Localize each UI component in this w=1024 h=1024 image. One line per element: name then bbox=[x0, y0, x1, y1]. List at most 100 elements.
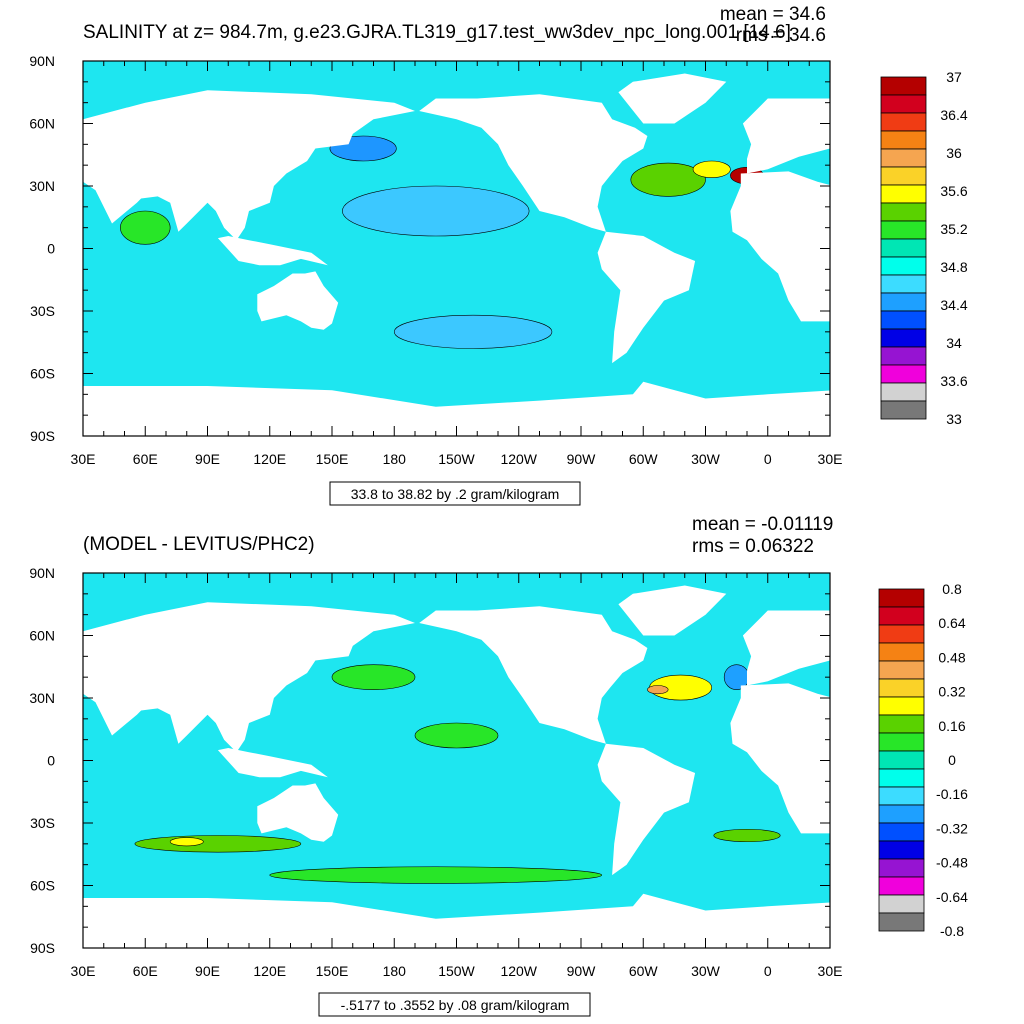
field-patch bbox=[120, 210, 171, 245]
x-tick-label: 150E bbox=[316, 963, 349, 979]
x-tick-label: 150E bbox=[316, 451, 349, 467]
rms-label: rms = 0.06322 bbox=[692, 536, 814, 557]
colorbar-label: 0.32 bbox=[938, 684, 965, 700]
colorbar-swatch bbox=[878, 714, 925, 734]
colorbar-swatch bbox=[878, 894, 925, 914]
colorbar-swatch bbox=[880, 328, 927, 348]
colorbar-swatch bbox=[880, 220, 927, 240]
colorbar-label: 0.8 bbox=[942, 581, 962, 597]
contour-info-box bbox=[318, 992, 591, 1017]
colorbar-swatch bbox=[878, 858, 925, 878]
chart-title: (MODEL - LEVITUS/PHC2) bbox=[83, 534, 315, 555]
colorbar bbox=[878, 588, 925, 932]
x-tick-label: 120W bbox=[500, 963, 537, 979]
colorbar-swatch bbox=[880, 238, 927, 258]
field-patch bbox=[692, 160, 731, 178]
colorbar-swatch bbox=[880, 274, 927, 294]
colorbar-swatch bbox=[878, 840, 925, 860]
land-polygon bbox=[618, 73, 727, 124]
x-axis-ticks: 30E 60E 90E 120E 150E 180 150W 120W 90W 60W 30W 0 30… bbox=[71, 573, 842, 979]
colorbar-labels: 0.8 0.64 0.48 0.32 0.16 0 -0.16 -0.32 -0.48 -0.64… bbox=[936, 581, 968, 939]
field-patch bbox=[393, 314, 553, 349]
x-tick-label: 60E bbox=[133, 451, 158, 467]
y-tick-label: 60N bbox=[29, 116, 55, 132]
colorbar-swatch bbox=[878, 876, 925, 896]
y-tick-label: 30N bbox=[29, 690, 55, 706]
colorbar-label: 0.48 bbox=[938, 649, 965, 665]
land-polygon bbox=[257, 271, 339, 330]
y-tick-label: 60S bbox=[30, 366, 55, 382]
land-mask bbox=[83, 585, 830, 948]
colorbar-swatch bbox=[878, 822, 925, 842]
colorbar-label: 0.64 bbox=[938, 615, 965, 631]
y-tick-label: 90N bbox=[29, 565, 55, 581]
colorbar-swatch bbox=[880, 292, 927, 312]
field-patch bbox=[169, 837, 204, 847]
land-polygon bbox=[83, 602, 415, 753]
colorbar-swatch bbox=[878, 624, 925, 644]
x-tick-label: 60W bbox=[629, 451, 659, 467]
y-tick-label: 90S bbox=[30, 428, 55, 444]
land-polygon bbox=[730, 683, 830, 834]
land-polygon bbox=[83, 381, 830, 436]
land-polygon bbox=[419, 94, 648, 232]
x-tick-label: 60E bbox=[133, 963, 158, 979]
mean-label: mean = -0.01119 bbox=[692, 514, 833, 535]
colorbar bbox=[880, 76, 927, 420]
field-patch bbox=[342, 185, 530, 237]
colorbar-label: -0.48 bbox=[936, 855, 968, 871]
x-tick-label: 30W bbox=[691, 451, 721, 467]
land-polygon bbox=[597, 231, 696, 364]
x-tick-label: 90W bbox=[567, 451, 597, 467]
land-polygon bbox=[597, 743, 696, 876]
colorbar-swatch bbox=[880, 202, 927, 222]
colorbar-swatch bbox=[880, 346, 927, 366]
colorbar-label: 36 bbox=[946, 145, 962, 161]
map-area bbox=[83, 61, 830, 436]
land-polygon bbox=[419, 606, 648, 744]
colorbar-label: -0.64 bbox=[936, 889, 968, 905]
y-tick-label: 90N bbox=[29, 53, 55, 69]
colorbar-label: 34.4 bbox=[940, 297, 967, 313]
x-tick-label: 90E bbox=[195, 963, 220, 979]
colorbar-label: 33 bbox=[946, 411, 962, 427]
panel-difference: (MODEL - LEVITUS/PHC2) mean = -0.01119 r… bbox=[29, 514, 968, 1017]
x-tick-label: 0 bbox=[764, 451, 772, 467]
field-patch bbox=[713, 828, 781, 843]
colorbar-swatch bbox=[880, 400, 927, 420]
y-tick-label: 0 bbox=[47, 241, 55, 257]
land-mask bbox=[83, 73, 830, 436]
y-axis-ticks: 90N 60N 30N 0 30S 60S 90S bbox=[29, 565, 830, 956]
x-tick-label: 180 bbox=[383, 963, 407, 979]
colorbar-swatch bbox=[878, 678, 925, 698]
x-tick-label: 30W bbox=[691, 963, 721, 979]
map-area bbox=[83, 573, 830, 948]
colorbar-swatch bbox=[880, 94, 927, 114]
colorbar-swatch bbox=[878, 660, 925, 680]
colorbar-swatch bbox=[878, 606, 925, 626]
colorbar-swatch bbox=[880, 130, 927, 150]
x-tick-label: 120E bbox=[253, 451, 286, 467]
colorbar-swatch bbox=[878, 588, 925, 608]
x-tick-label: 180 bbox=[383, 451, 407, 467]
x-tick-label: 120E bbox=[253, 963, 286, 979]
difference-patches bbox=[134, 664, 781, 884]
colorbar-swatch bbox=[880, 112, 927, 132]
land-polygon bbox=[217, 236, 328, 266]
colorbar-label: 0.16 bbox=[938, 718, 965, 734]
colorbar-swatch bbox=[878, 768, 925, 788]
x-tick-label: 150W bbox=[438, 963, 475, 979]
x-tick-label: 30E bbox=[71, 963, 96, 979]
colorbar-label: -0.32 bbox=[936, 820, 968, 836]
x-tick-label: 90W bbox=[567, 963, 597, 979]
land-polygon bbox=[730, 171, 830, 322]
colorbar-swatch bbox=[880, 310, 927, 330]
colorbar-swatch bbox=[880, 148, 927, 168]
field-patch bbox=[630, 162, 706, 197]
colorbar-label: 34 bbox=[946, 335, 962, 351]
colorbar-label: 35.6 bbox=[940, 183, 967, 199]
colorbar-swatch bbox=[880, 382, 927, 402]
y-tick-label: 0 bbox=[47, 753, 55, 769]
field-patch bbox=[414, 722, 499, 749]
